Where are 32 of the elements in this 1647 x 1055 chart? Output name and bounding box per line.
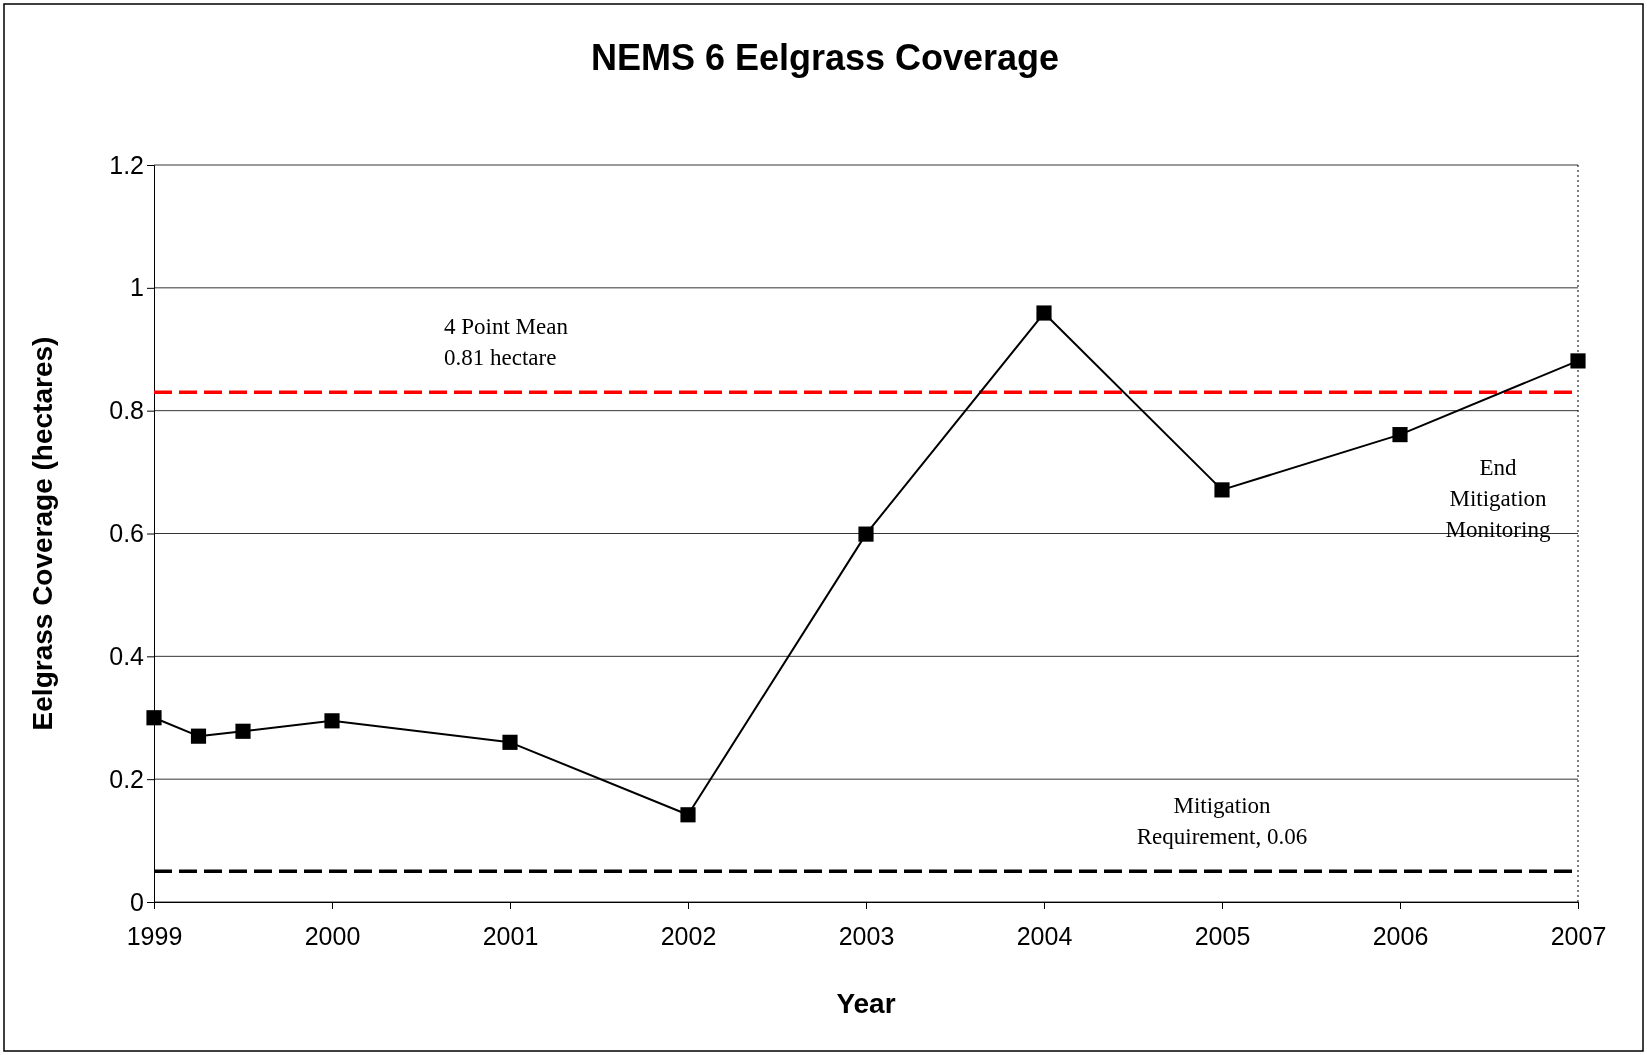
y-tick-label: 0.2: [109, 764, 144, 793]
x-tick-label: 2005: [1194, 921, 1251, 950]
x-axis-title: Year: [836, 988, 896, 1019]
y-tick-label: 0.8: [109, 396, 144, 425]
x-tick-label: 2002: [660, 921, 717, 950]
y-axis-title: Eelgrass Coverage (hectares): [27, 336, 58, 731]
x-tick-label: 2006: [1372, 921, 1429, 950]
y-tick-label: 0.4: [109, 641, 145, 670]
chart-title: NEMS 6 Eelgrass Coverage: [590, 37, 1060, 78]
point: [502, 734, 518, 750]
x-tick-label: 2004: [1016, 921, 1073, 950]
x-tick-label: 2007: [1550, 921, 1607, 950]
y-tick-label: 0.6: [109, 519, 144, 547]
ref-line-label: Mitigation Requirement, 0.06: [1136, 793, 1308, 850]
y-tick-label: 0: [130, 887, 144, 916]
x-tick-label: 2001: [482, 921, 539, 950]
point: [235, 723, 251, 739]
point: [190, 728, 207, 744]
point: [1570, 353, 1586, 369]
y-tick-label: 1: [130, 273, 144, 302]
point: [146, 710, 162, 726]
x-tick-label: 2000: [304, 921, 361, 950]
point: [1392, 427, 1408, 443]
y-tick-label: 1.2: [109, 150, 144, 179]
point: [1214, 482, 1230, 498]
ref-line-label: 4 Point Mean 0.81 hectare: [444, 314, 569, 371]
x-tick-label: 2003: [838, 921, 895, 950]
point: [324, 713, 340, 729]
point: [680, 807, 696, 823]
point: [1036, 305, 1052, 321]
point: [858, 526, 874, 542]
x-tick-label: 1999: [126, 921, 183, 950]
